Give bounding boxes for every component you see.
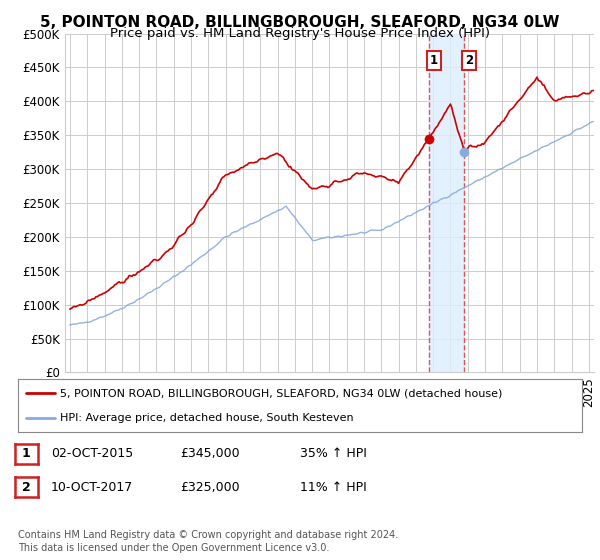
Text: £345,000: £345,000 [180,447,239,460]
Text: Contains HM Land Registry data © Crown copyright and database right 2024.
This d: Contains HM Land Registry data © Crown c… [18,530,398,553]
Text: 2: 2 [22,480,31,494]
Text: 35% ↑ HPI: 35% ↑ HPI [300,447,367,460]
Text: 5, POINTON ROAD, BILLINGBOROUGH, SLEAFORD, NG34 0LW: 5, POINTON ROAD, BILLINGBOROUGH, SLEAFOR… [40,15,560,30]
Text: 1: 1 [430,54,438,67]
Text: 1: 1 [22,447,31,460]
Text: Price paid vs. HM Land Registry's House Price Index (HPI): Price paid vs. HM Land Registry's House … [110,27,490,40]
Text: HPI: Average price, detached house, South Kesteven: HPI: Average price, detached house, Sout… [60,413,354,423]
Text: 11% ↑ HPI: 11% ↑ HPI [300,480,367,494]
Text: 2: 2 [465,54,473,67]
Text: £325,000: £325,000 [180,480,239,494]
Text: 02-OCT-2015: 02-OCT-2015 [51,447,133,460]
Text: 5, POINTON ROAD, BILLINGBOROUGH, SLEAFORD, NG34 0LW (detached house): 5, POINTON ROAD, BILLINGBOROUGH, SLEAFOR… [60,389,503,399]
Bar [429,34,464,372]
Text: 10-OCT-2017: 10-OCT-2017 [51,480,133,494]
